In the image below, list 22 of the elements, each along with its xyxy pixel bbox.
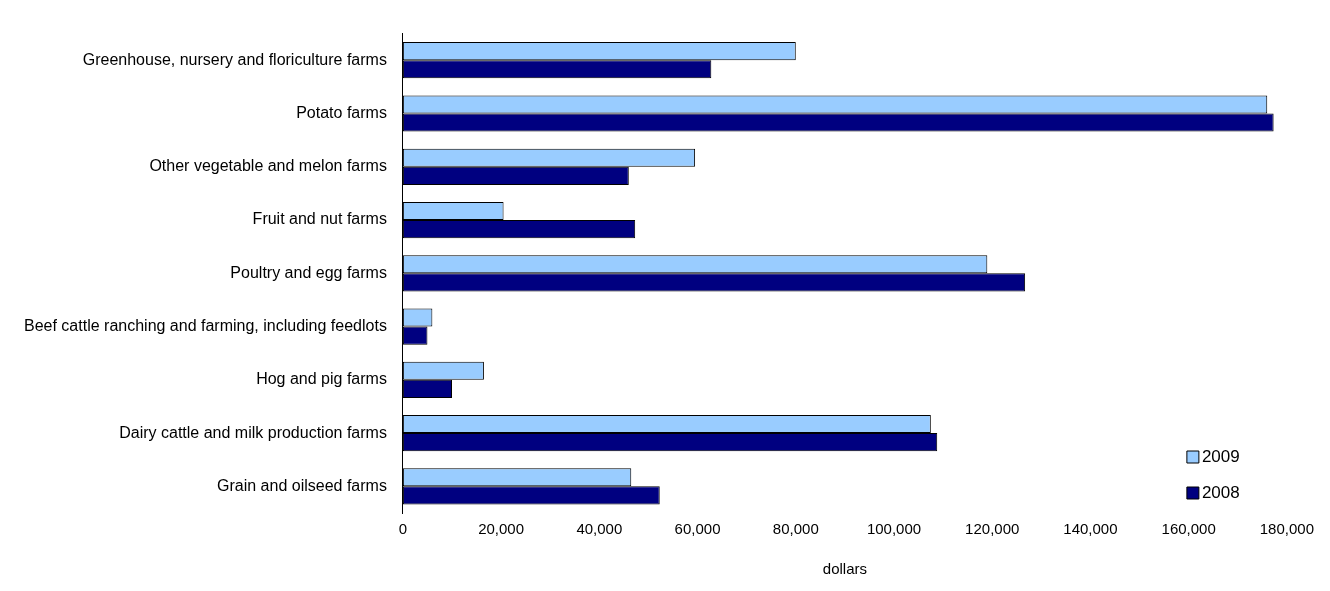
y-tick-label: Dairy cattle and milk production farms (119, 423, 387, 441)
y-tick-label: Beef cattle ranching and farming, including feedlots (24, 316, 387, 334)
x-tick-label: 160,000 (1161, 520, 1216, 538)
x-tick-label: 0 (398, 520, 408, 538)
y-tick-label: Potato farms (296, 103, 387, 121)
y-tick-label: Other vegetable and melon farms (149, 157, 387, 175)
x-tick-label: 180,000 (1259, 520, 1315, 538)
x-tick-label: 140,000 (1063, 520, 1118, 538)
x-tick-label: 120,000 (965, 520, 1020, 538)
x-tick-label: 80,000 (772, 520, 819, 538)
x-tick-label: 100,000 (866, 520, 922, 538)
x-tick-label: 20,000 (478, 520, 525, 538)
y-tick-label: Hog and pig farms (256, 370, 387, 388)
y-tick-label: Grain and oilseed farms (217, 476, 387, 494)
x-axis-title: dollars (822, 560, 867, 578)
y-tick-label: Poultry and egg farms (230, 263, 387, 281)
x-tick-label: 40,000 (576, 520, 623, 538)
legend-label: 2008 (1201, 482, 1240, 502)
y-tick-label: Fruit and nut farms (252, 210, 387, 228)
legend-label: 2009 (1201, 446, 1240, 466)
x-tick-label: 60,000 (674, 520, 721, 538)
y-tick-label: Greenhouse, nursery and floriculture farms (82, 50, 387, 68)
